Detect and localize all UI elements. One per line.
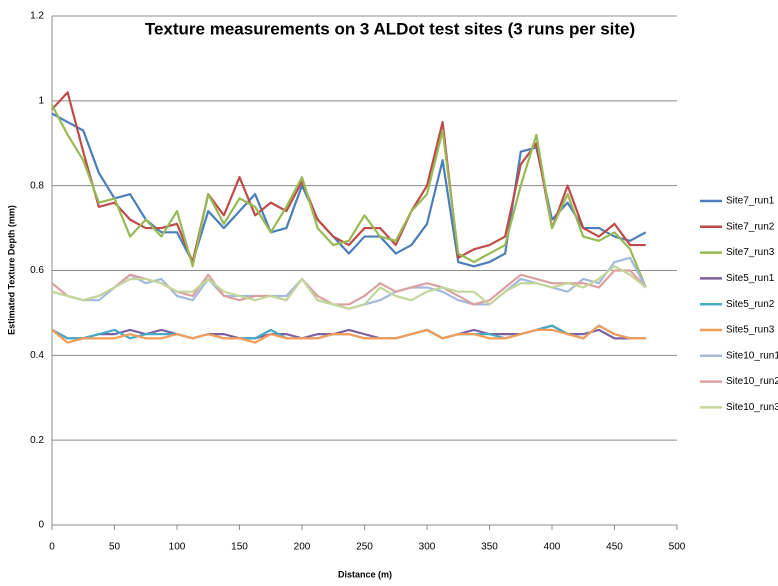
- chart-title: Texture measurements on 3 ALDot test sit…: [145, 19, 635, 38]
- x-tick-label: 150: [231, 542, 248, 553]
- series-line: [51, 265, 647, 310]
- legend-label: Site5_run2: [726, 299, 775, 310]
- legend-label: Site10_run2: [726, 376, 778, 387]
- y-tick-label: 0.4: [30, 350, 44, 361]
- x-tick-label: 100: [169, 542, 186, 553]
- x-tick-label: 500: [669, 542, 686, 553]
- y-tick-label: 0.8: [30, 180, 44, 191]
- series-line: [51, 324, 646, 344]
- legend-label: Site7_run3: [726, 247, 775, 258]
- x-tick-label: 300: [419, 542, 436, 553]
- x-tick-label: 250: [356, 542, 373, 553]
- series-line: [51, 112, 647, 268]
- legend-label: Site10_run1: [726, 350, 778, 361]
- x-axis-title: Distance (m): [338, 569, 392, 579]
- legend-label: Site7_run1: [726, 196, 775, 207]
- series-line: [51, 269, 647, 306]
- legend-label: Site7_run2: [726, 221, 775, 232]
- legend-label: Site5_run3: [726, 325, 775, 336]
- y-tick-label: 0.2: [30, 435, 44, 446]
- x-tick-label: 50: [109, 542, 121, 553]
- y-tick-label: 0.6: [30, 265, 44, 276]
- y-tick-label: 1: [38, 95, 44, 106]
- x-tick-label: 350: [481, 542, 498, 553]
- y-tick-label: 0: [38, 520, 44, 531]
- y-tick-label: 1.2: [30, 11, 44, 22]
- x-tick-label: 450: [606, 542, 623, 553]
- x-tick-label: 200: [294, 542, 311, 553]
- series-line: [51, 104, 647, 288]
- x-tick-label: 0: [49, 542, 55, 553]
- legend-label: Site5_run1: [726, 273, 775, 284]
- legend-label: Site10_run3: [726, 402, 778, 413]
- x-tick-label: 400: [544, 542, 561, 553]
- y-axis-title: Estimated Texture Depth (mm): [6, 205, 16, 335]
- series-line: [51, 91, 646, 264]
